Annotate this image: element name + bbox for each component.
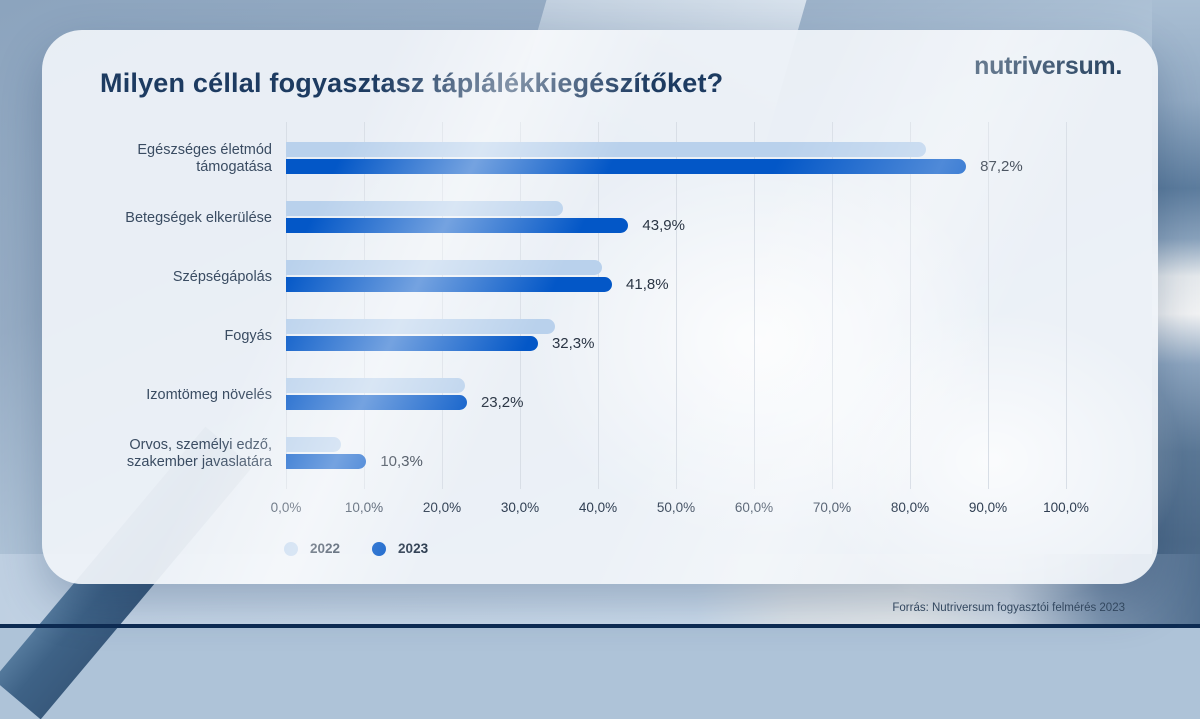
x-tick-label: 90,0%: [968, 500, 1008, 515]
infographic-card: Milyen céllal fogyasztasz táplálékkiegés…: [42, 30, 1182, 610]
nutriversum-logo: nutriversum.: [974, 52, 1122, 80]
value-label: 43,9%: [642, 217, 685, 234]
legend-item-2022: 2022: [284, 541, 340, 556]
category-label: Egészséges életmód támogatása: [137, 142, 272, 175]
chart-title: Milyen céllal fogyasztasz táplálékkiegés…: [100, 68, 724, 98]
x-tick-label: 100,0%: [1043, 500, 1089, 515]
legend-dot-2022: [284, 541, 298, 556]
bar-2023: [286, 159, 967, 174]
gridline: [520, 122, 521, 489]
gridline: [598, 122, 599, 489]
gridline: [910, 122, 911, 489]
bar-2022: [286, 142, 926, 157]
x-tick-label: 60,0%: [734, 500, 774, 515]
category-label: Szépségápolás: [172, 268, 272, 285]
category-labels: Egészséges életmód támogatása Betegségek …: [42, 122, 272, 489]
bar-2022: [286, 378, 466, 393]
plot-area: 0,0% 10,0% 20,0% 30,0% 40,0% 50,0% 60,0% 70,0% 8…: [271, 122, 1089, 515]
gridline: [676, 122, 677, 489]
bar-2022: [286, 319, 556, 334]
x-tick-label: 0,0%: [270, 500, 302, 515]
bar-2023: [286, 454, 367, 469]
legend-item-2023: 2023: [372, 541, 428, 556]
gridline: [364, 122, 365, 489]
x-tick-label: 20,0%: [422, 500, 462, 515]
value-label: 32,3%: [551, 335, 595, 352]
category-label: Izomtömeg növelés: [146, 386, 272, 403]
legend: 2022 2023: [284, 541, 428, 556]
x-tick-label: 70,0%: [812, 500, 852, 515]
category-label: Betegségek elkerülése: [125, 209, 272, 226]
x-tick-label: 10,0%: [344, 500, 384, 515]
gridline: [442, 122, 443, 489]
value-label: 41,8%: [626, 276, 669, 293]
bar-2022: [286, 260, 602, 275]
value-label: 23,2%: [480, 394, 524, 411]
x-tick-label: 30,0%: [500, 500, 540, 515]
gridline: [1066, 122, 1067, 489]
legend-label-2022: 2022: [310, 541, 341, 556]
x-tick-label: 50,0%: [656, 500, 696, 515]
bar-2023: [286, 277, 613, 292]
bar-2023: [286, 395, 467, 410]
value-label: 10,3%: [380, 453, 423, 470]
gridline: [754, 122, 755, 489]
bottom-navy-strip: [0, 624, 1200, 628]
x-tick-label: 40,0%: [578, 500, 618, 515]
bar-2022: [286, 437, 341, 452]
bar-2023: [286, 336, 538, 351]
legend-dot-2023: [372, 541, 387, 556]
gridline: [286, 122, 287, 489]
bar-chart: Egészséges életmód támogatása Betegségek …: [42, 122, 1158, 572]
bar-2022: [286, 201, 563, 216]
gridline: [988, 122, 989, 489]
background-right-packages: [1152, 0, 1200, 628]
category-label: Fogyás: [224, 327, 272, 344]
gridline: [832, 122, 833, 489]
bar-2023: [286, 218, 629, 233]
category-label: Orvos, személyi edző, szakember javaslat…: [126, 437, 272, 470]
x-tick-label: 80,0%: [890, 500, 930, 515]
value-label: 87,2%: [980, 158, 1023, 175]
source-credit: Forrás: Nutriversum fogyasztói felmérés …: [892, 602, 1125, 614]
legend-label-2023: 2023: [398, 541, 429, 556]
